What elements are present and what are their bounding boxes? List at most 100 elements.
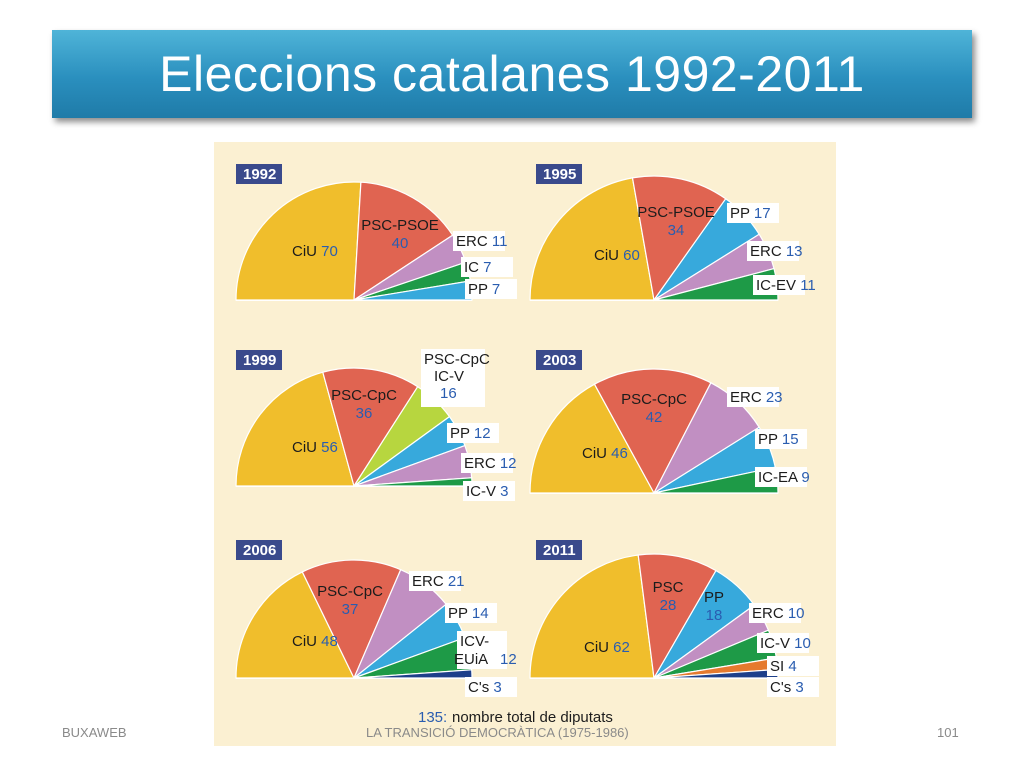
label-value: 62: [613, 639, 630, 656]
label-name: ERC 10: [752, 605, 805, 622]
label-bg: [453, 231, 505, 251]
year-label: 2011: [543, 542, 576, 559]
total-seats-note: 135: nombre total de diputats: [418, 709, 613, 726]
label-ic-ev: IC-EV 11: [753, 275, 816, 295]
label-bg: [727, 203, 779, 223]
label-bg: [463, 481, 515, 501]
slice-ciu: [529, 383, 656, 494]
slice-ciu: [529, 554, 655, 679]
election-charts-svg: 135: nombre total de diputats 1992 CiU 70…: [235, 164, 819, 726]
label-bg: [755, 467, 807, 487]
label-icv-euia: ICV-EUiA 12: [454, 631, 517, 669]
label-name: PSC-CpC: [331, 387, 397, 404]
label-pp: PP 17: [727, 203, 779, 223]
label-value: 48: [321, 633, 338, 650]
label-name: PP 7: [468, 281, 500, 298]
label-name: IC-EV 11: [756, 277, 816, 294]
label-bg: [447, 423, 499, 443]
label-value: 3: [500, 483, 508, 500]
label-name: PP 14: [448, 605, 489, 622]
year-label: 1999: [243, 352, 276, 369]
label-erc: ERC 13: [747, 241, 803, 261]
label-value: 11: [492, 233, 508, 250]
slice-ciu: [235, 571, 355, 679]
label-value: 23: [766, 389, 783, 406]
label-name: ERC 13: [750, 243, 803, 260]
label-ic-v: IC-V 10: [757, 633, 811, 653]
label-value: 36: [356, 405, 373, 422]
total-seats-text: nombre total de diputats: [452, 709, 613, 726]
label-pp: PP 14: [445, 603, 497, 623]
label-value: 40: [392, 235, 409, 252]
label-erc: ERC 23: [727, 387, 783, 407]
label-value: 12: [500, 455, 517, 472]
year-badge: [536, 350, 582, 370]
label-value: 21: [448, 573, 465, 590]
year-badge: [536, 164, 582, 184]
label-bg: [767, 677, 819, 697]
label-value: 9: [801, 469, 809, 486]
label-name: CiU 56: [292, 439, 338, 456]
year-badge: [536, 540, 582, 560]
year-label: 2003: [543, 352, 576, 369]
footer-author: BUXAWEB: [62, 725, 127, 740]
label-name: PSC-PSOE: [361, 217, 439, 234]
label-value: 18: [706, 607, 723, 624]
label-name: IC-V 3: [466, 483, 509, 500]
slice-psc-cpc: [301, 559, 402, 680]
footer-subject: LA TRANSICIÓ DEMOCRÀTICA (1975-1986): [366, 725, 629, 740]
label-name: PP 15: [758, 431, 799, 448]
year-label: 1995: [543, 166, 576, 183]
label-name: PP: [704, 589, 724, 606]
label-name: ERC 12: [464, 455, 517, 472]
label-name: SI 4: [770, 658, 797, 675]
label-value: 56: [321, 439, 338, 456]
label-bg: [465, 677, 517, 697]
slice-psc: [637, 553, 717, 680]
label-ciu: CiU 62: [584, 639, 630, 656]
label-si: SI 4: [767, 656, 819, 676]
label-name: EUiA: [454, 651, 488, 668]
label-bg: [753, 275, 805, 295]
label-pp: PP 12: [447, 423, 499, 443]
label-value: 11: [800, 277, 816, 294]
year-label: 1992: [243, 166, 276, 183]
label-value: 37: [342, 601, 359, 618]
footer-slide-number: 101: [937, 725, 959, 740]
label-value: 7: [483, 259, 491, 276]
label-name: ERC 11: [456, 233, 507, 250]
label-bg: [445, 603, 497, 623]
year-badge: [236, 350, 282, 370]
label-name: IC 7: [464, 259, 492, 276]
label-pp: PP 15: [755, 429, 807, 449]
label-bg: [749, 603, 801, 623]
label-ic-ea: IC-EA 9: [755, 467, 810, 487]
label-bg: [767, 656, 819, 676]
label-value: 42: [646, 409, 663, 426]
label-name: CiU 46: [582, 445, 628, 462]
label-erc: ERC 11: [453, 231, 507, 251]
label-pp: PP 7: [465, 279, 517, 299]
label-bg: [757, 633, 809, 653]
label-bg: [409, 571, 461, 591]
label-value: 60: [623, 247, 640, 264]
label-value: 12: [474, 425, 491, 442]
label-bg: [727, 387, 779, 407]
slice-psc-cpc: [593, 368, 712, 495]
label-name: PSC-CpC: [621, 391, 687, 408]
label-value: 17: [754, 205, 771, 222]
label-value: 28: [660, 597, 677, 614]
slice-ciu: [235, 181, 362, 301]
year-badge: [236, 164, 282, 184]
